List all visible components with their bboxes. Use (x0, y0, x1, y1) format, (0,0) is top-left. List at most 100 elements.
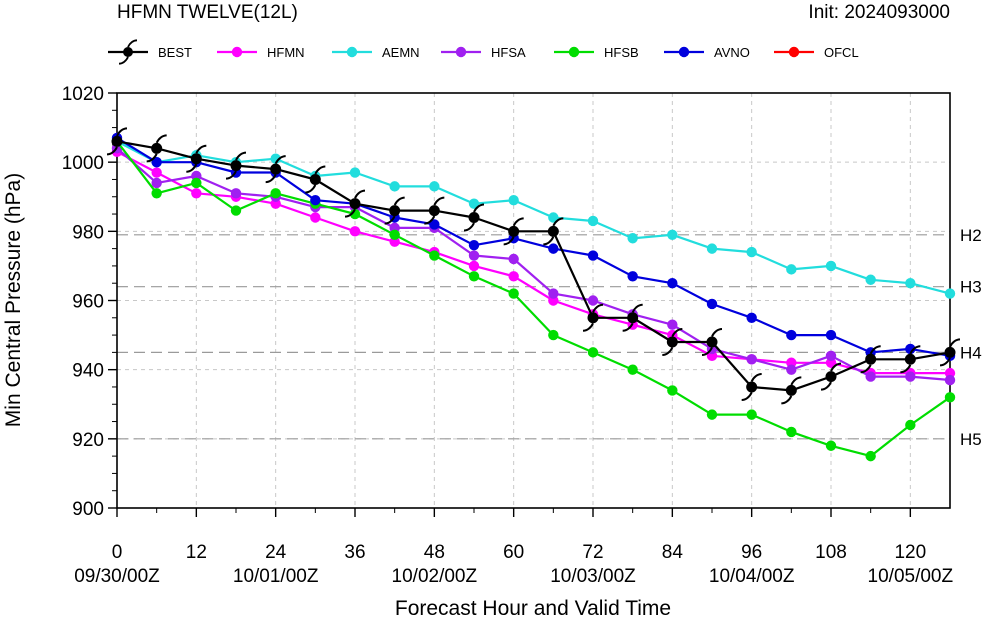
hurricane-marker (225, 151, 247, 180)
data-point-aemn (865, 274, 876, 285)
data-point-hfsb (191, 177, 202, 189)
axis-ticks: 900 920 940 960 980 1000 1020 0 12 24 36 48 60 72 84 96… (62, 84, 954, 587)
data-point-hfsa (667, 319, 678, 330)
data-point-hfsb (944, 392, 956, 403)
data-point-avno (310, 195, 321, 206)
x-tick-label: 108 (815, 542, 847, 563)
hurricane-marker (622, 303, 643, 332)
category-label: H3 (960, 278, 982, 297)
data-point-aemn (389, 181, 400, 192)
legend-label: HFSB (604, 45, 639, 60)
legend-marker (346, 46, 358, 58)
hurricane-marker (463, 203, 485, 232)
y-tick-label: 940 (72, 361, 104, 382)
hurricane-marker (384, 196, 405, 225)
data-point-hfsb (429, 250, 440, 261)
data-point-aemn (349, 167, 361, 178)
x-date-label: 10/05/00Z (868, 566, 954, 587)
y-axis-label: Min Central Pressure (hPa) (2, 173, 25, 427)
data-point-avno (468, 239, 480, 251)
data-point-aemn (786, 264, 797, 275)
data-point-hfsb (865, 450, 876, 462)
data-point-aemn (548, 212, 559, 223)
hurricane-marker (582, 303, 604, 332)
grid (117, 93, 950, 508)
series-line-avno (116, 137, 951, 357)
hurricane-marker (701, 328, 723, 356)
legend-marker (568, 46, 580, 58)
data-point-hfsb (786, 426, 797, 438)
y-tick-label: 920 (72, 430, 104, 451)
x-axis-label: Forecast Hour and Valid Time (395, 597, 671, 618)
data-point-aemn (627, 233, 638, 244)
hurricane-marker (424, 196, 445, 225)
hurricane-marker (741, 372, 762, 401)
data-point-hfmn (349, 226, 361, 237)
hurricane-marker (860, 345, 881, 374)
legend-item-hfsb: HFSB (554, 45, 639, 60)
x-tick-label: 36 (344, 542, 365, 563)
data-point-aemn (429, 181, 440, 192)
hurricane-marker (662, 328, 683, 356)
data-point-hfsa (230, 188, 242, 199)
data-point-aemn (825, 260, 837, 272)
data-point-hfsb (230, 205, 242, 216)
series-line-hfmn (116, 150, 950, 375)
x-tick-label: 84 (662, 542, 684, 563)
category-label: H4 (960, 343, 982, 362)
data-point-avno (627, 271, 638, 282)
data-point-hfsb (151, 188, 162, 199)
category-label: H2 (960, 226, 982, 245)
legend-marker (788, 46, 800, 58)
series-hfsb (111, 136, 956, 462)
data-point-avno (429, 219, 440, 230)
hurricane-marker (106, 127, 128, 156)
hurricane-marker (146, 134, 167, 163)
data-point-hfsb (667, 385, 678, 396)
legend-label: AVNO (714, 45, 750, 60)
data-point-hfsa (587, 295, 599, 306)
x-date-label: 10/02/00Z (392, 566, 478, 587)
data-point-hfsb (587, 347, 599, 358)
data-point-hfsb (468, 271, 480, 282)
legend-item-avno: AVNO (664, 45, 750, 60)
x-tick-label: 120 (894, 542, 926, 563)
legend-item-hfmn: HFMN (217, 45, 305, 60)
x-tick-label: 0 (112, 542, 123, 563)
hurricane-marker (344, 189, 366, 218)
data-point-hfsa (944, 374, 956, 386)
data-point-hfsa (825, 350, 837, 362)
x-tick-label: 72 (582, 542, 603, 563)
legend-item-hfsa: HFSA (441, 45, 526, 60)
data-point-aemn (270, 153, 281, 164)
category-reference-lines: H2 H3 H4 H5 (117, 226, 982, 449)
data-point-avno (905, 343, 916, 355)
data-point-aemn (706, 243, 718, 254)
data-point-hfsb (508, 288, 519, 299)
data-point-hfsa (468, 250, 480, 261)
legend-marker (678, 46, 690, 58)
category-label: H5 (960, 430, 982, 449)
legend-label: BEST (158, 45, 192, 60)
legend-marker (231, 46, 243, 58)
data-point-aemn (587, 215, 599, 227)
y-tick-label: 960 (72, 292, 104, 313)
data-point-hfmn (191, 188, 202, 199)
data-point-hfsa (865, 371, 876, 382)
data-point-hfsb (746, 409, 757, 420)
x-tick-label: 24 (265, 542, 287, 563)
y-tick-label: 900 (72, 499, 104, 520)
y-tick-label: 980 (72, 222, 104, 243)
data-point-aemn (905, 278, 916, 289)
init-time: Init: 2024093000 (808, 2, 950, 23)
data-point-avno (587, 250, 599, 261)
legend-label: OFCL (824, 45, 859, 60)
series-line-hfsa (116, 147, 951, 382)
data-point-aemn (746, 246, 757, 258)
legend-item-aemn: AEMN (332, 45, 420, 60)
data-point-avno (667, 278, 678, 289)
data-point-hfsb (706, 409, 718, 420)
data-point-hfsa (151, 177, 162, 189)
data-point-aemn (468, 198, 480, 209)
